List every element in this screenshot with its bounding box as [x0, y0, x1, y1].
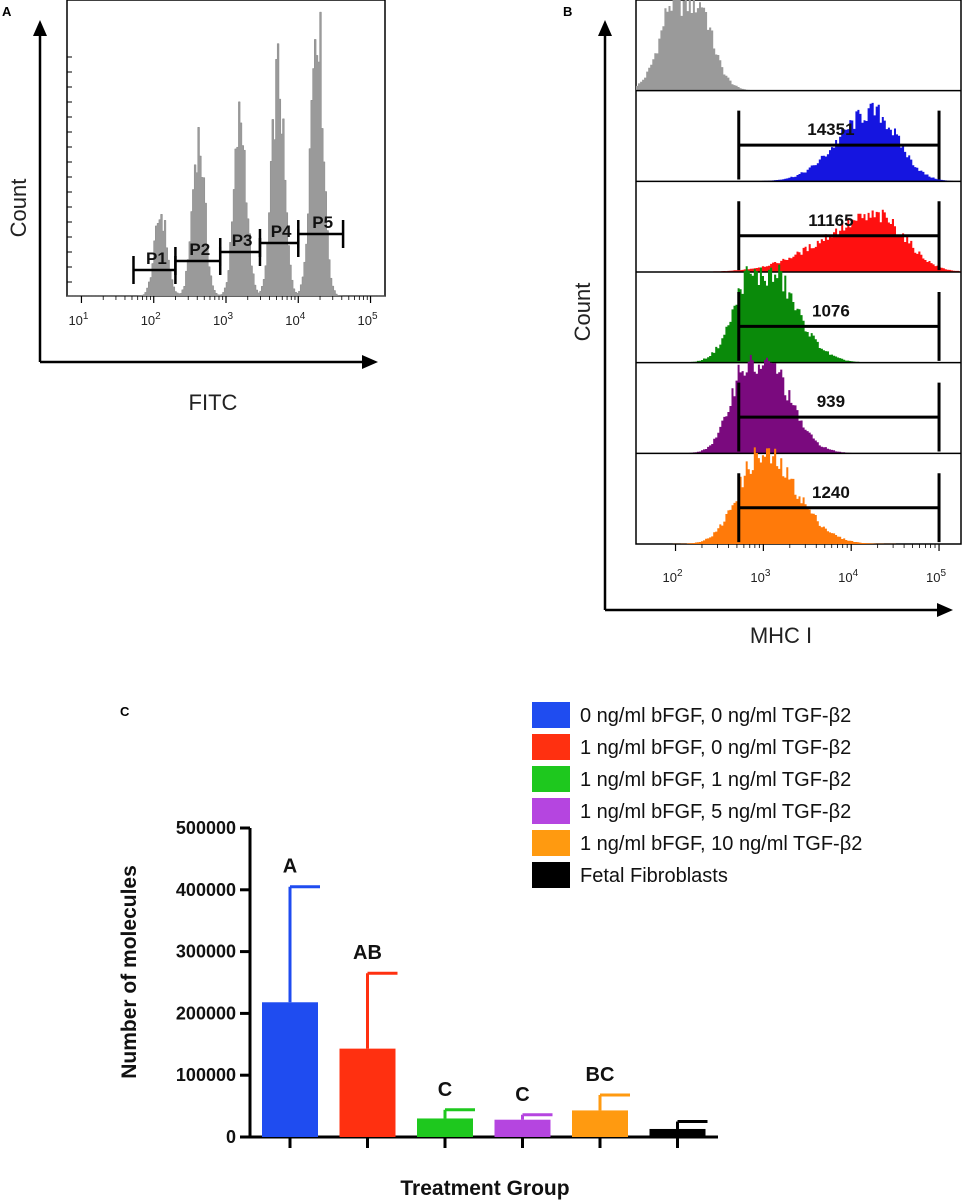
panel-c-legend: 0 ng/ml bFGF, 0 ng/ml TGF-β2 1 ng/ml bFGF… [532, 702, 862, 888]
legend-swatch-6 [532, 862, 570, 888]
a-histogram-area [67, 11, 385, 297]
b-mfi-label: 14351 [807, 120, 854, 139]
c-bar-5 [572, 1110, 628, 1137]
panel-a-histogram [67, 11, 385, 297]
panel-a: P1 P2 P3 P4 P5 101 102 103 104 105 Count FITC [6, 0, 386, 415]
b-mfi-label: 1076 [812, 301, 850, 320]
c-y-tick-label: 200000 [176, 1003, 236, 1023]
c-significance-letter-1: A [283, 856, 297, 878]
panel-a-y-arrowhead [33, 20, 47, 36]
b-mfi-label: 1240 [812, 483, 850, 502]
a-x-tick-label: 104 [285, 311, 305, 328]
b-mfi-label: 11165 [808, 211, 853, 230]
panel-c-x-title: Treatment Group [400, 1177, 569, 1200]
c-bar-4 [494, 1119, 551, 1137]
legend-swatch-5 [532, 830, 570, 856]
a-gate-label: P1 [146, 249, 167, 268]
panel-label-b: B [563, 4, 572, 19]
panel-label-a: A [2, 4, 12, 19]
legend-label-4: 1 ng/ml bFGF, 5 ng/ml TGF-β2 [580, 801, 851, 823]
panel-a-y-minor-ticks [67, 56, 72, 283]
panel-a-gates: P1 P2 P3 P4 P5 [132, 213, 345, 284]
c-y-tick-label: 400000 [176, 880, 236, 900]
legend-label-3: 1 ng/ml bFGF, 1 ng/ml TGF-β2 [580, 769, 851, 791]
panel-b-x-arrowhead [937, 603, 953, 617]
a-x-tick-label: 102 [141, 311, 161, 328]
a-x-tick-label: 105 [358, 311, 378, 328]
c-bar-2 [339, 1048, 396, 1137]
a-x-tick-label: 103 [213, 311, 233, 328]
panel-b-y-arrowhead [598, 20, 612, 36]
panel-a-x-ticks: 101 102 103 104 105 [68, 296, 378, 328]
c-y-tick-label: 100000 [176, 1065, 236, 1085]
c-bar-3 [417, 1118, 473, 1137]
legend-label-2: 1 ng/ml bFGF, 0 ng/ml TGF-β2 [580, 737, 851, 759]
legend-swatch-2 [532, 734, 570, 760]
panel-c-y-title: Number of molecules [118, 865, 141, 1079]
panel-c-bars: A AB C C BC [262, 856, 708, 1148]
b-x-tick-label: 102 [663, 568, 683, 585]
legend-label-5: 1 ng/ml bFGF, 10 ng/ml TGF-β2 [580, 833, 862, 855]
c-significance-letter-2: AB [353, 942, 382, 964]
a-gate-label: P4 [271, 222, 292, 241]
b-x-tick-label: 104 [838, 568, 858, 585]
panel-c-y-axis: 0 100000 200000 300000 400000 500000 [176, 818, 718, 1147]
panel-a-x-title: FITC [189, 390, 238, 415]
panel-b: 14351 11165 1076 939 1240 102 103 104 105 Count… [570, 0, 962, 648]
b-histogram-track-2 [636, 102, 961, 182]
a-gate-label: P2 [189, 240, 210, 259]
b-x-tick-label: 103 [750, 568, 770, 585]
panel-b-x-ticks: 102 103 104 105 [663, 544, 946, 585]
c-y-tick-label: 0 [226, 1127, 236, 1147]
c-significance-letter-3: C [438, 1079, 452, 1101]
legend-swatch-3 [532, 766, 570, 792]
panel-a-x-arrowhead [362, 355, 378, 369]
a-gate-label: P5 [312, 213, 333, 232]
legend-swatch-1 [532, 702, 570, 728]
a-x-tick-label: 101 [68, 311, 88, 328]
b-histogram-track-6 [636, 447, 961, 544]
a-gate-label: P3 [232, 231, 253, 250]
b-mfi-label: 939 [817, 392, 845, 411]
panel-b-y-title: Count [570, 283, 595, 342]
c-significance-letter-4: C [515, 1084, 529, 1106]
c-significance-letter-5: BC [586, 1064, 615, 1086]
legend-label-1: 0 ng/ml bFGF, 0 ng/ml TGF-β2 [580, 705, 851, 727]
b-histogram-track-1 [636, 0, 961, 91]
b-histogram-track-3 [636, 209, 961, 272]
panel-a-y-title: Count [6, 179, 31, 238]
panel-b-x-title: MHC I [750, 623, 812, 648]
b-histogram-track-4 [636, 264, 961, 363]
c-bar-6 [649, 1128, 706, 1137]
b-x-tick-label: 105 [926, 568, 946, 585]
panel-b-tracks: 14351 11165 1076 939 1240 [636, 0, 961, 544]
legend-label-6: Fetal Fibroblasts [580, 865, 728, 887]
c-bar-1 [262, 1002, 318, 1137]
panel-label-c: C [120, 704, 130, 719]
c-y-tick-label: 500000 [176, 818, 236, 838]
c-y-tick-label: 300000 [176, 942, 236, 962]
panel-c: 0 ng/ml bFGF, 0 ng/ml TGF-β2 1 ng/ml bFGF… [118, 702, 862, 1200]
legend-swatch-4 [532, 798, 570, 824]
b-histogram-track-5 [636, 354, 961, 454]
